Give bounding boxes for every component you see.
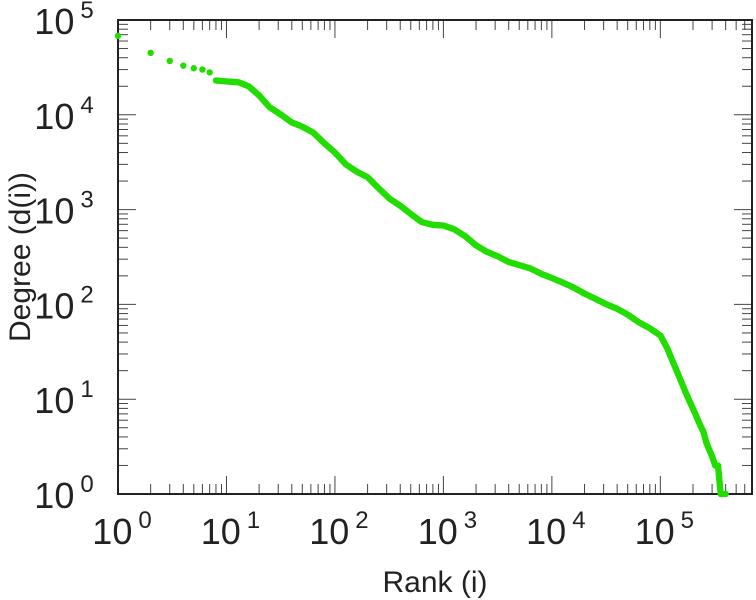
x-tick-label: 10 1 — [201, 507, 260, 552]
data-point — [114, 32, 122, 40]
y-tick-label: 10 3 — [34, 187, 93, 232]
minor-ticks — [118, 20, 753, 494]
y-tick-label: 10 0 — [34, 471, 93, 516]
y-tick-label: 10 5 — [34, 0, 93, 42]
plot-frame — [117, 19, 753, 495]
data-point — [206, 69, 213, 76]
x-tick-label: 10 4 — [526, 507, 585, 552]
x-tick-label: 10 3 — [418, 507, 477, 552]
y-tick-label: 10 4 — [34, 92, 93, 137]
major-ticks — [117, 19, 752, 495]
x-tick-labels: 10 0 10 1 10 2 10 3 10 4 10 5 — [92, 507, 694, 552]
y-axis-label: Degree (d(i)) — [4, 172, 37, 342]
y-tick-label: 10 1 — [34, 376, 93, 421]
data-point — [190, 65, 198, 72]
data-point — [199, 66, 206, 73]
x-tick-label: 10 0 — [92, 507, 151, 552]
y-tick-label: 10 2 — [34, 281, 93, 326]
x-tick-label: 10 2 — [309, 507, 368, 552]
data-point — [147, 49, 154, 57]
x-axis-label: Rank (i) — [382, 566, 487, 599]
x-tick-label: 10 5 — [635, 507, 694, 552]
data-point — [180, 62, 187, 69]
data-points — [114, 32, 729, 498]
data-point — [166, 57, 173, 65]
data-point — [722, 490, 729, 498]
